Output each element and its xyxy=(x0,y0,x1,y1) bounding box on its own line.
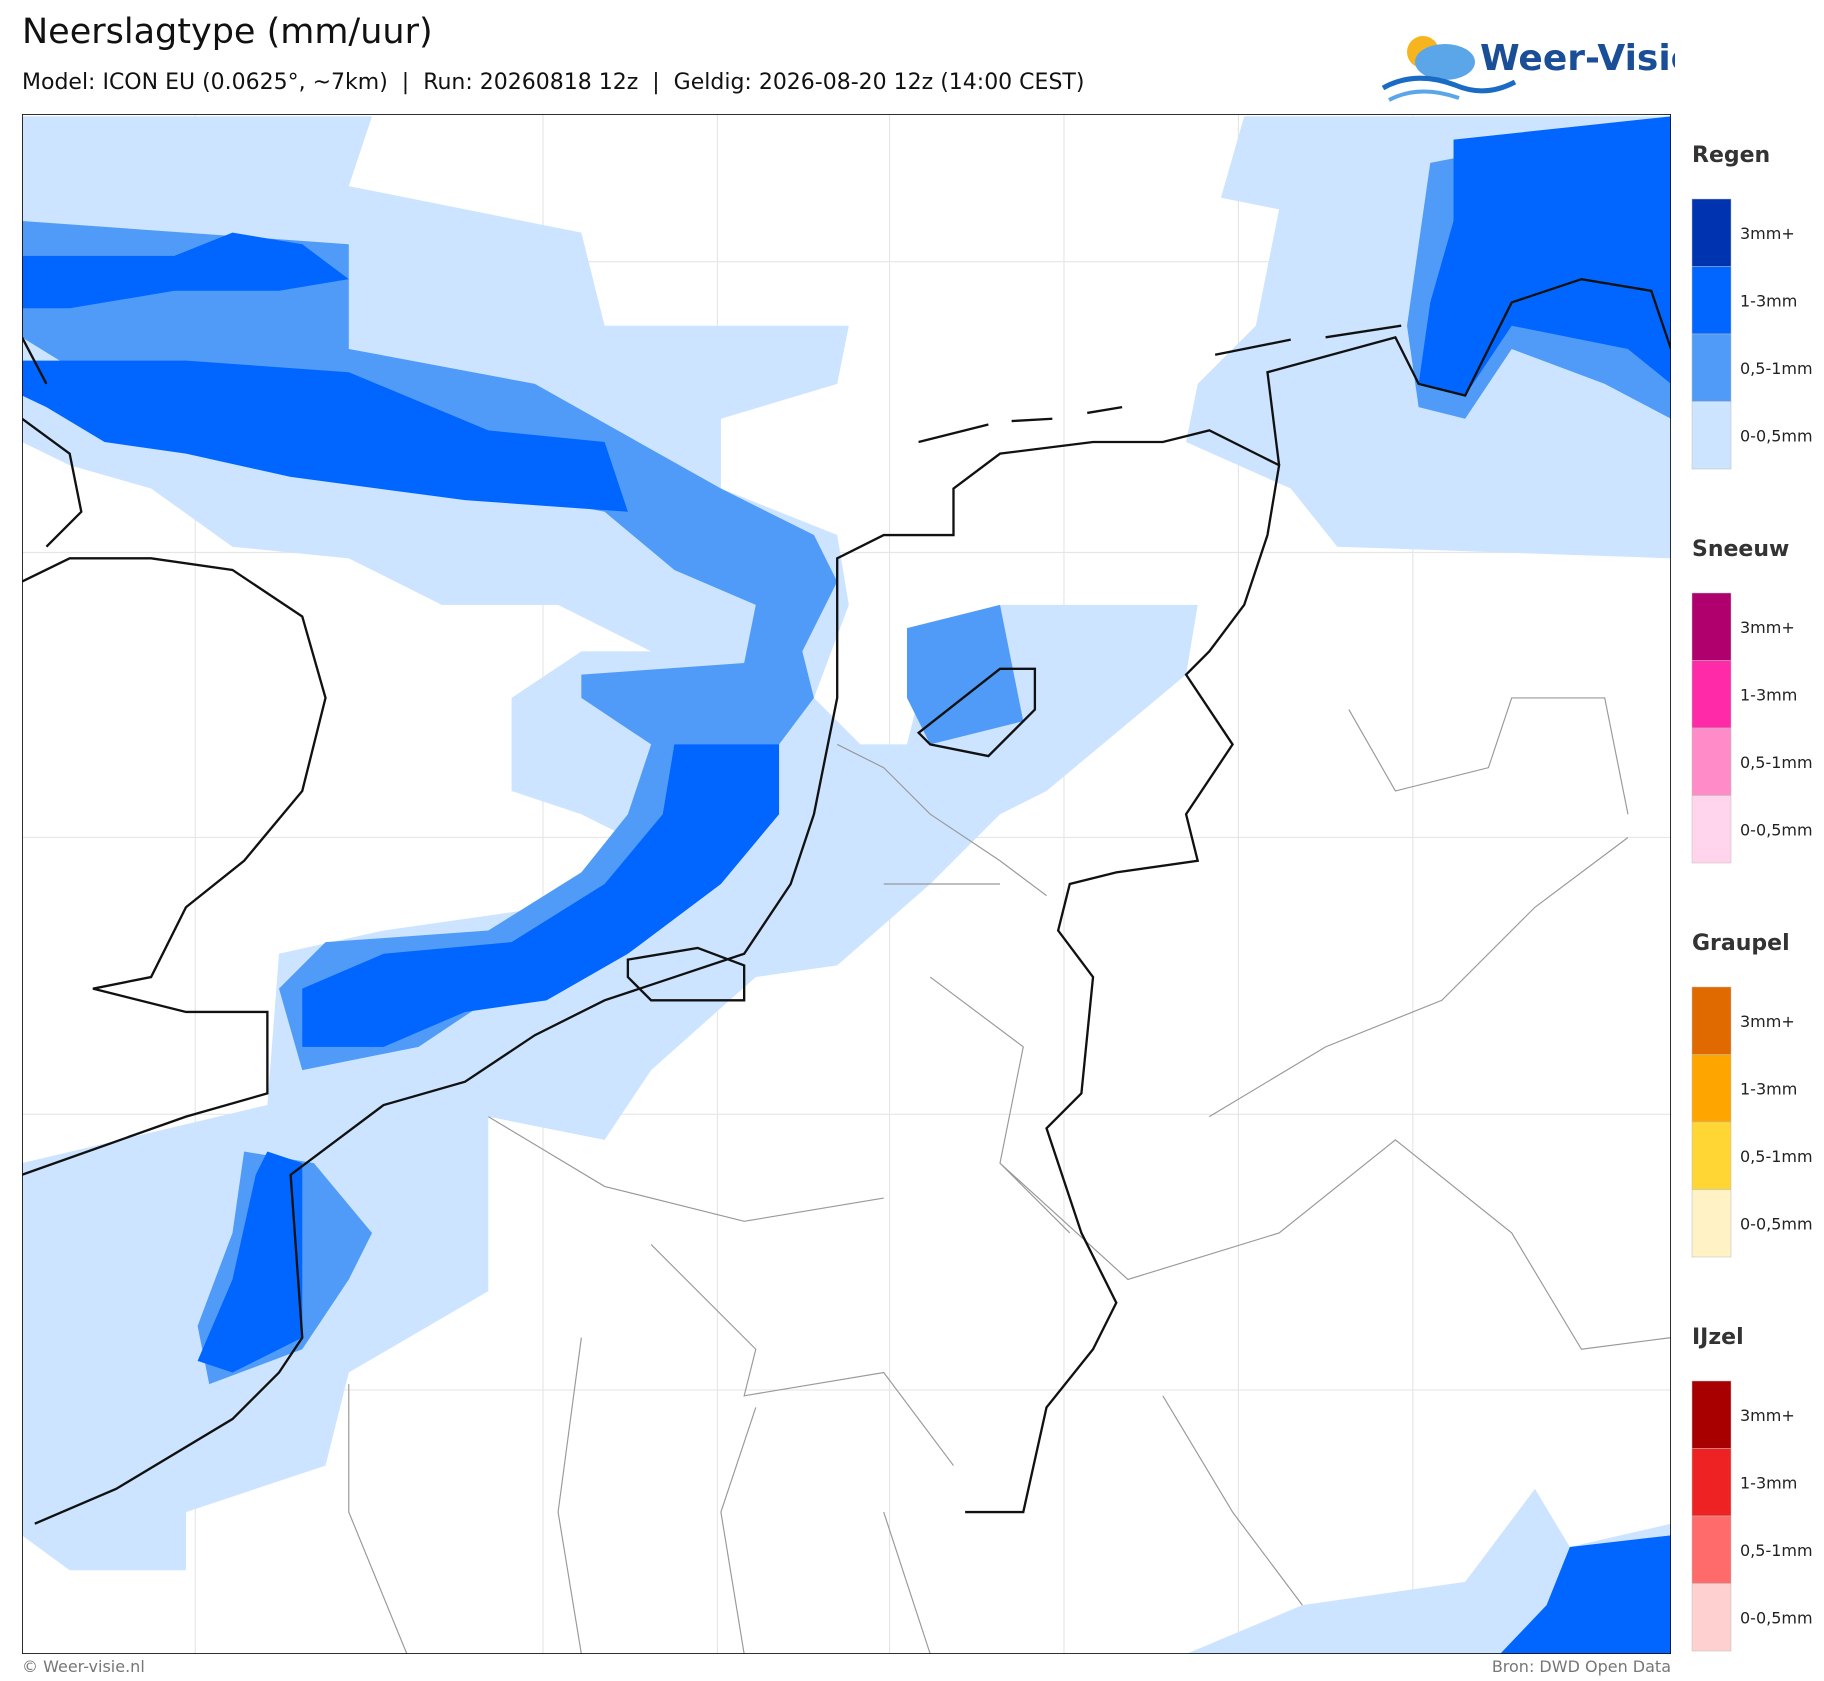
legend-label: 0-0,5mm xyxy=(1740,820,1813,839)
legend-swatch xyxy=(1691,986,1732,1055)
legend-label: 0,5-1mm xyxy=(1740,753,1813,772)
subtitle: Model: ICON EU (0.0625°, ~7km) | Run: 20… xyxy=(22,70,1085,95)
legend-label: 0-0,5mm xyxy=(1740,426,1813,445)
legend-title: IJzel xyxy=(1692,1325,1744,1350)
legend-swatch xyxy=(1691,1189,1732,1258)
legend-title: Sneeuw xyxy=(1692,537,1789,562)
legend-title: Graupel xyxy=(1692,931,1790,956)
title: Neerslagtype (mm/uur) xyxy=(22,12,433,52)
legend-label: 0-0,5mm xyxy=(1740,1608,1813,1627)
legend-swatch xyxy=(1691,333,1732,402)
legend-swatch xyxy=(1691,727,1732,796)
footer-right: Bron: DWD Open Data xyxy=(1491,1657,1671,1676)
legend-label: 3mm+ xyxy=(1740,618,1795,637)
legend-swatch xyxy=(1691,266,1732,335)
legend-label: 3mm+ xyxy=(1740,1012,1795,1031)
legend-swatch xyxy=(1691,795,1732,864)
logo-text: Weer-Visie xyxy=(1480,38,1675,79)
legend-label: 0,5-1mm xyxy=(1740,1147,1813,1166)
legend-swatch xyxy=(1691,1515,1732,1584)
legend-title: Regen xyxy=(1692,143,1770,168)
legend-label: 1-3mm xyxy=(1740,1473,1797,1492)
legend-swatch xyxy=(1691,1380,1732,1449)
legend-label: 3mm+ xyxy=(1740,1406,1795,1425)
logo: Weer-Visie xyxy=(1381,36,1675,102)
legend-swatch xyxy=(1691,1448,1732,1517)
legend-swatch xyxy=(1691,1583,1732,1652)
footer-left: © Weer-visie.nl xyxy=(22,1657,145,1676)
legend-swatch xyxy=(1691,401,1732,470)
legend-swatch xyxy=(1691,660,1732,729)
legend-swatch xyxy=(1691,198,1732,267)
legend: Regen 3mm+ 1-3mm 0,5-1mm 0-0,5mm Sneeuw 3mm+ 1-… xyxy=(1691,143,1813,1652)
legend-label: 0,5-1mm xyxy=(1740,1541,1813,1560)
legend-label: 1-3mm xyxy=(1740,291,1797,310)
legend-swatch xyxy=(1691,1054,1732,1123)
legend-swatch xyxy=(1691,1121,1732,1190)
legend-label: 1-3mm xyxy=(1740,1079,1797,1098)
legend-label: 0,5-1mm xyxy=(1740,359,1813,378)
map xyxy=(22,114,1671,1654)
legend-label: 3mm+ xyxy=(1740,224,1795,243)
legend-label: 0-0,5mm xyxy=(1740,1214,1813,1233)
legend-swatch xyxy=(1691,592,1732,661)
legend-label: 1-3mm xyxy=(1740,685,1797,704)
